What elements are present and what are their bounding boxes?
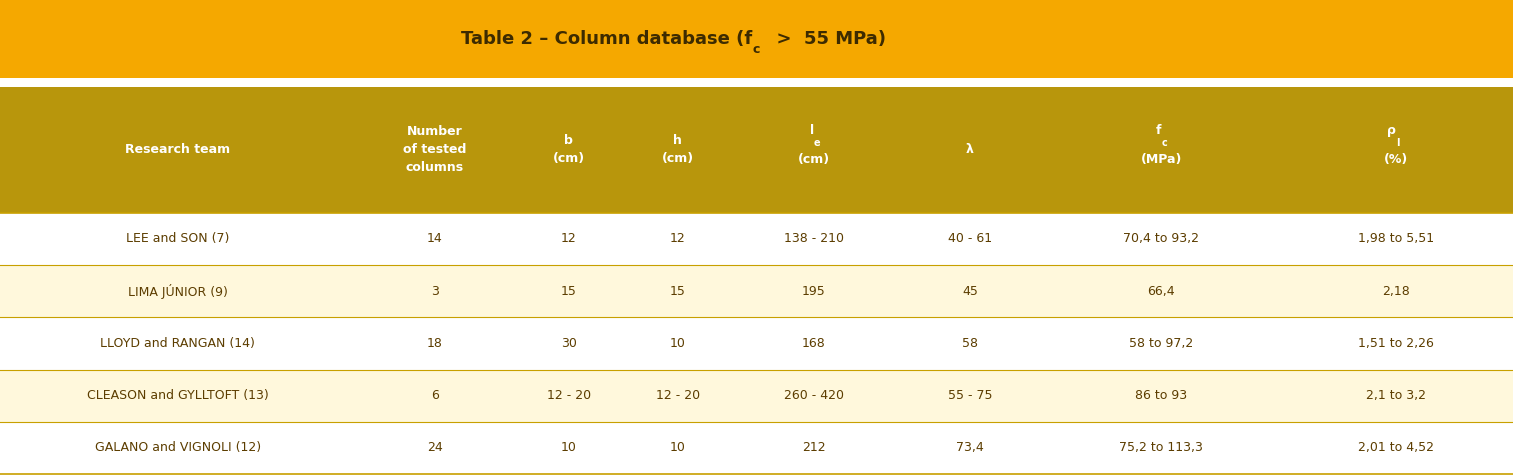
Text: c: c <box>1162 138 1167 148</box>
Text: Number
of tested
columns: Number of tested columns <box>404 125 466 174</box>
Text: Table 2 – Column database (f: Table 2 – Column database (f <box>461 30 752 48</box>
Text: CLEASON and GYLLTOFT (13): CLEASON and GYLLTOFT (13) <box>86 389 269 402</box>
Text: 138 - 210: 138 - 210 <box>784 232 844 246</box>
Text: 12: 12 <box>670 232 685 246</box>
Bar <box>0 87 1513 213</box>
Text: 3: 3 <box>431 285 439 298</box>
Bar <box>0 317 1513 370</box>
Text: 70,4 to 93,2: 70,4 to 93,2 <box>1123 232 1200 246</box>
Text: 10: 10 <box>561 441 576 455</box>
Text: 30: 30 <box>561 337 576 350</box>
Text: e: e <box>814 138 820 148</box>
Text: 58: 58 <box>962 337 977 350</box>
Text: 10: 10 <box>670 441 685 455</box>
Text: 14: 14 <box>427 232 443 246</box>
Text: Research team: Research team <box>126 143 230 156</box>
Text: 195: 195 <box>802 285 826 298</box>
Bar <box>0 370 1513 422</box>
Text: 1,98 to 5,51: 1,98 to 5,51 <box>1357 232 1434 246</box>
Text: ρ: ρ <box>1387 124 1395 137</box>
Text: LIMA JÚNIOR (9): LIMA JÚNIOR (9) <box>127 284 228 299</box>
Bar <box>0 0 1513 78</box>
Text: 40 - 61: 40 - 61 <box>947 232 993 246</box>
Text: 75,2 to 113,3: 75,2 to 113,3 <box>1120 441 1203 455</box>
Text: 12 - 20: 12 - 20 <box>546 389 592 402</box>
Text: 6: 6 <box>431 389 439 402</box>
Text: 12: 12 <box>561 232 576 246</box>
Text: 73,4: 73,4 <box>956 441 983 455</box>
Text: 12 - 20: 12 - 20 <box>655 389 701 402</box>
Text: 2,18: 2,18 <box>1381 285 1410 298</box>
Text: 24: 24 <box>427 441 443 455</box>
Text: 58 to 97,2: 58 to 97,2 <box>1129 337 1194 350</box>
Text: GALANO and VIGNOLI (12): GALANO and VIGNOLI (12) <box>95 441 260 455</box>
Text: 1,51 to 2,26: 1,51 to 2,26 <box>1357 337 1434 350</box>
Bar <box>0 213 1513 265</box>
Text: 55 - 75: 55 - 75 <box>947 389 993 402</box>
Text: l: l <box>809 124 814 137</box>
Text: 86 to 93: 86 to 93 <box>1135 389 1188 402</box>
Bar <box>0 422 1513 474</box>
Text: 260 - 420: 260 - 420 <box>784 389 844 402</box>
Text: h
(cm): h (cm) <box>661 134 694 165</box>
Text: λ: λ <box>965 143 974 156</box>
Text: 15: 15 <box>561 285 576 298</box>
Text: 18: 18 <box>427 337 443 350</box>
Bar <box>0 78 1513 87</box>
Text: 212: 212 <box>802 441 826 455</box>
Text: LEE and SON (7): LEE and SON (7) <box>126 232 230 246</box>
Text: l: l <box>1395 138 1400 148</box>
Text: LLOYD and RANGAN (14): LLOYD and RANGAN (14) <box>100 337 256 350</box>
Bar <box>0 265 1513 317</box>
Text: f: f <box>1156 124 1162 137</box>
Text: b
(cm): b (cm) <box>552 134 586 165</box>
Text: (MPa): (MPa) <box>1141 153 1182 166</box>
Text: c: c <box>752 43 760 56</box>
Text: 2,01 to 4,52: 2,01 to 4,52 <box>1357 441 1434 455</box>
Text: >  55 MPa): > 55 MPa) <box>764 30 887 48</box>
Text: 15: 15 <box>670 285 685 298</box>
Text: 10: 10 <box>670 337 685 350</box>
Text: (%): (%) <box>1383 153 1409 166</box>
Text: 45: 45 <box>962 285 977 298</box>
Text: 2,1 to 3,2: 2,1 to 3,2 <box>1366 389 1425 402</box>
Text: (cm): (cm) <box>797 153 831 166</box>
Text: 168: 168 <box>802 337 826 350</box>
Text: 66,4: 66,4 <box>1147 285 1176 298</box>
